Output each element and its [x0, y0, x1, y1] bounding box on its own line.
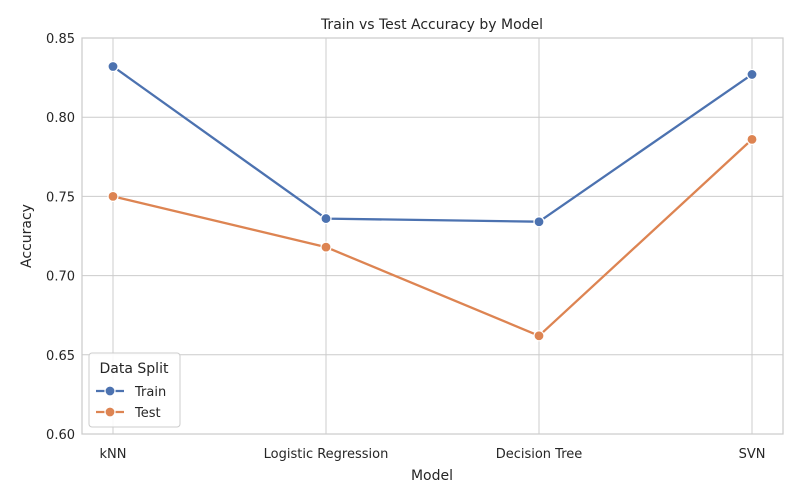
legend-label-train: Train: [134, 385, 166, 400]
y-tick-label: 0.85: [46, 32, 75, 47]
y-tick-label: 0.70: [46, 270, 75, 285]
plot-background: [82, 38, 783, 434]
series-train: [107, 60, 758, 228]
y-tick-label: 0.75: [46, 190, 75, 205]
x-tick-label: Decision Tree: [496, 447, 583, 462]
x-axis-label: Model: [411, 468, 453, 484]
chart-title: Train vs Test Accuracy by Model: [320, 17, 543, 33]
legend-label-test: Test: [134, 406, 161, 421]
legend-items: Train Test: [96, 385, 166, 421]
series-layer: [107, 60, 758, 342]
plot-frame: [81, 37, 784, 435]
y-tick-label: 0.60: [46, 428, 75, 443]
x-tick-label: Logistic Regression: [264, 447, 389, 462]
tick-labels: 0.60 0.65 0.70 0.75 0.80 0.85 kNN Logistic Regr…: [46, 32, 765, 462]
series-line-test: [111, 138, 754, 337]
legend-marker-train: [104, 385, 116, 397]
data-point-test: [533, 330, 545, 342]
data-point-train: [320, 212, 332, 225]
data-point-test: [320, 241, 332, 253]
data-point-test: [107, 190, 119, 202]
data-point-train: [533, 216, 545, 228]
data-point-test: [746, 133, 758, 145]
x-tick-label: SVN: [739, 447, 766, 462]
series-test: [107, 133, 758, 342]
series-line-train: [111, 65, 754, 223]
legend-marker-test: [104, 406, 116, 418]
y-tick-label: 0.80: [46, 111, 75, 126]
x-tick-label: kNN: [100, 447, 127, 462]
legend-title: Data Split: [100, 361, 169, 377]
data-point-train: [107, 60, 119, 73]
y-tick-label: 0.65: [46, 349, 75, 364]
legend: Data Split Train Test: [88, 352, 181, 428]
data-point-train: [746, 68, 758, 81]
y-axis-label: Accuracy: [19, 204, 35, 268]
